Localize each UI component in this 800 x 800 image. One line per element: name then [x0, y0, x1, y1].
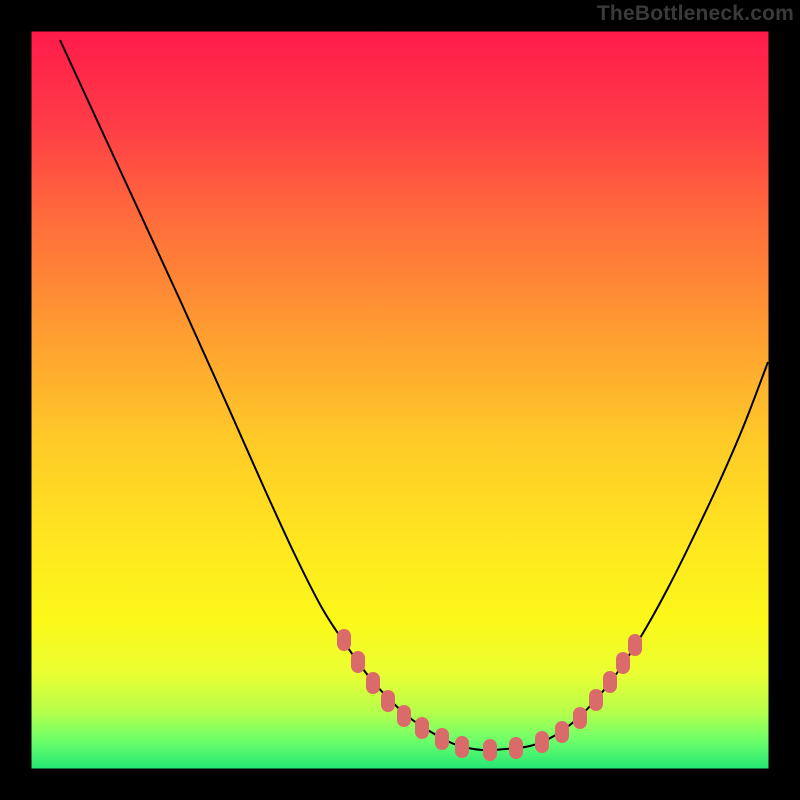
curve-marker: [397, 705, 411, 727]
plot-background: [30, 30, 770, 770]
curve-marker: [535, 731, 549, 753]
curve-marker: [628, 634, 642, 656]
curve-marker: [455, 736, 469, 758]
curve-marker: [616, 652, 630, 674]
curve-marker: [351, 651, 365, 673]
curve-marker: [337, 629, 351, 651]
chart-svg: [0, 0, 800, 800]
curve-marker: [589, 689, 603, 711]
curve-marker: [483, 739, 497, 761]
curve-marker: [415, 717, 429, 739]
chart-root: TheBottleneck.com: [0, 0, 800, 800]
watermark-text: TheBottleneck.com: [597, 2, 794, 26]
curve-marker: [603, 671, 617, 693]
curve-marker: [381, 690, 395, 712]
curve-marker: [509, 737, 523, 759]
curve-marker: [435, 728, 449, 750]
curve-marker: [573, 707, 587, 729]
curve-marker: [555, 721, 569, 743]
curve-marker: [366, 672, 380, 694]
